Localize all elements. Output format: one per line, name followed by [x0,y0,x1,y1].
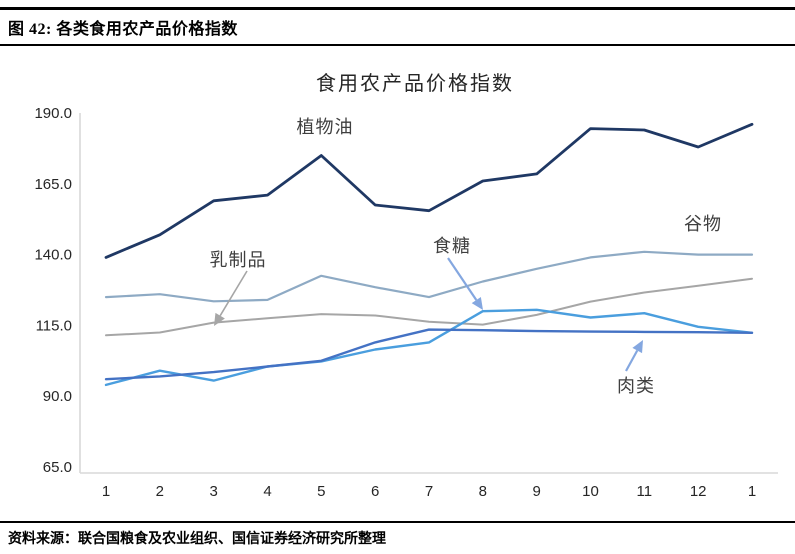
series-line-乳制品 [105,277,753,337]
annotation-arrow-line [625,349,639,372]
series-line-谷物 [104,250,754,303]
annotation-arrow-line [447,257,478,301]
y-tick-label: 190.0 [34,105,72,122]
x-tick-label: 5 [317,483,325,500]
series-line-食糖 [104,308,754,387]
x-tick-label: 6 [371,483,379,500]
x-tick-label: 3 [209,483,217,500]
x-tick-label: 7 [425,483,433,500]
x-tick-label: 8 [479,483,487,500]
series-label: 植物油 [297,117,354,137]
figure-top-rule [0,7,795,10]
annotation-arrow-line [219,270,248,317]
figure-header-rule [0,44,795,46]
chart-title: 食用农产品价格指数 [316,72,514,95]
source-text: 资料来源：联合国粮食及农业组织、国信证券经济研究所整理 [8,532,386,547]
figure-header-title: 图 42: 各类食用农产品价格指数 [8,21,238,38]
annotation-arrowhead [471,296,483,310]
x-tick-label: 10 [582,483,599,500]
x-tick-label: 2 [156,483,164,500]
series-line-植物油 [104,122,754,259]
y-tick-label: 65.0 [43,459,72,476]
x-tick-label: 1 [748,483,756,500]
series-label: 肉类 [617,376,655,396]
x-tick-label: 9 [532,483,540,500]
series-label: 乳制品 [210,250,267,270]
series-label: 食糖 [433,236,471,256]
y-tick-label: 90.0 [43,388,72,405]
series-label: 谷物 [684,214,722,234]
y-tick-label: 140.0 [34,247,72,264]
x-tick-label: 11 [637,483,653,500]
y-tick-label: 115.0 [36,317,72,334]
x-tick-label: 4 [263,483,271,500]
y-tick-label: 165.0 [34,176,72,193]
annotation-arrowhead [632,340,643,354]
series-line-肉类 [104,328,754,381]
x-tick-label: 1 [102,483,110,500]
annotation-arrowhead [214,312,225,326]
source-rule [0,521,795,523]
x-tick-label: 12 [690,483,707,500]
